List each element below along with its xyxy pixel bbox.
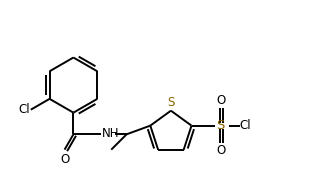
Text: O: O <box>216 94 226 107</box>
Text: S: S <box>167 96 175 109</box>
Text: NH: NH <box>102 127 119 140</box>
Text: Cl: Cl <box>240 119 251 132</box>
Text: O: O <box>60 153 69 166</box>
Text: O: O <box>216 144 226 157</box>
Text: S: S <box>216 119 224 132</box>
Text: Cl: Cl <box>18 103 30 116</box>
